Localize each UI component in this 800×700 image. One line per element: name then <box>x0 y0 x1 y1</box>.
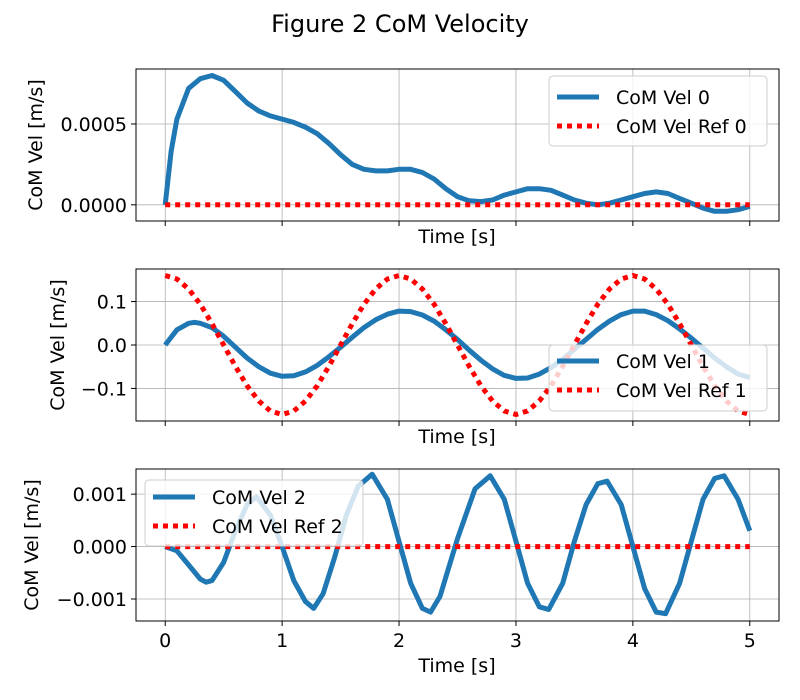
x-tick-label: 5 <box>744 630 756 652</box>
subplot-2: 0 1 2 3 4 5 −0.001 0.000 0.001 Time [s] CoM Vel… <box>21 468 780 677</box>
y-tick-label: 0.1 <box>97 292 127 314</box>
axes-frame-0 <box>135 68 780 222</box>
y-tick-label: 0.0000 <box>61 195 127 217</box>
x-ticks-2: 0 1 2 3 4 5 <box>159 621 756 652</box>
y-tick-label: 0.000 <box>73 537 127 559</box>
legend-label-2-1: CoM Vel Ref 2 <box>212 516 343 538</box>
y-tick-label: 0.0005 <box>61 114 127 136</box>
plot-lines-0 <box>162 73 751 214</box>
subplot-1: −0.1 0.0 0.1 Time [s] CoM Vel [m/s] CoM Ve… <box>47 268 780 448</box>
legend-label-0-1: CoM Vel Ref 0 <box>616 116 747 138</box>
y-axis-label-1: CoM Vel [m/s] <box>47 279 69 411</box>
x-ticks-1 <box>164 421 751 426</box>
legend-label-1-1: CoM Vel Ref 1 <box>616 380 747 402</box>
y-ticks-1: −0.1 0.0 0.1 <box>81 292 136 400</box>
y-tick-label: 0.001 <box>73 484 127 506</box>
y-tick-label: −0.1 <box>81 378 127 400</box>
legend-box-0 <box>548 75 768 147</box>
series-line-1-0 <box>163 308 751 381</box>
y-tick-label: −0.001 <box>57 589 127 611</box>
subplot-0: 0.0000 0.0005 Time [s] CoM Vel [m/s] CoM … <box>25 68 780 248</box>
x-tick-label: 4 <box>627 630 639 652</box>
legend-label-0-0: CoM Vel 0 <box>616 87 710 109</box>
y-tick-label: 0.0 <box>97 335 127 357</box>
legend-box-1 <box>548 344 768 412</box>
legend-label-1-0: CoM Vel 1 <box>616 351 710 373</box>
legend-0: CoM Vel 0 CoM Vel Ref 0 <box>548 75 768 147</box>
x-ticks-0 <box>164 221 751 226</box>
x-tick-label: 1 <box>276 630 288 652</box>
y-ticks-0: 0.0000 0.0005 <box>61 114 136 217</box>
legend-box-2 <box>144 479 364 547</box>
x-tick-label: 0 <box>159 630 171 652</box>
x-axis-label-2: Time [s] <box>417 655 495 677</box>
figure-title: Figure 2 CoM Velocity <box>271 10 529 38</box>
x-tick-label: 3 <box>510 630 522 652</box>
legend-1: CoM Vel 1 CoM Vel Ref 1 <box>548 344 768 412</box>
axes-frame-2 <box>135 468 780 622</box>
plot-lines-1 <box>163 273 751 417</box>
legend-2: CoM Vel 2 CoM Vel Ref 2 <box>144 479 364 547</box>
y-axis-label-0: CoM Vel [m/s] <box>25 79 47 211</box>
x-axis-label-0: Time [s] <box>417 226 495 248</box>
x-axis-label-1: Time [s] <box>417 426 495 448</box>
series-line-0-0 <box>162 73 751 214</box>
x-tick-label: 2 <box>393 630 405 652</box>
legend-label-2-0: CoM Vel 2 <box>212 487 306 509</box>
series-line-1-1 <box>164 273 751 417</box>
y-ticks-2: −0.001 0.000 0.001 <box>57 484 136 611</box>
y-axis-label-2: CoM Vel [m/s] <box>21 479 43 611</box>
